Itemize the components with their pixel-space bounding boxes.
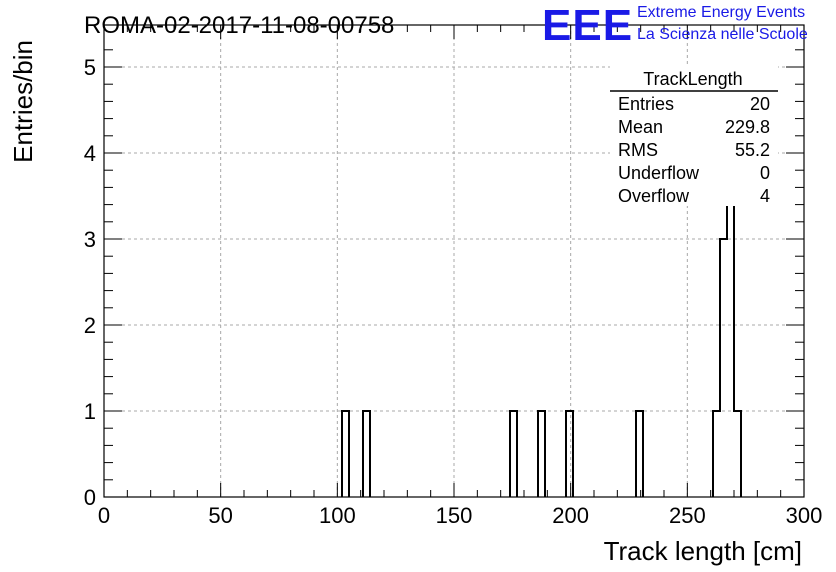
stats-row-value: 229.8 (725, 117, 770, 137)
x-tick-label: 100 (319, 503, 356, 528)
eee-logo-line1: Extreme Energy Events (637, 4, 805, 21)
x-tick-label: 150 (436, 503, 473, 528)
chart-title: ROMA-02-2017-11-08-00758 (84, 12, 394, 39)
histogram-bin (636, 411, 643, 497)
stats-box: TrackLength Entries 20 Mean 229.8 RMS 55.2 Und… (610, 66, 778, 206)
x-tick-label: 50 (208, 503, 232, 528)
histogram-bin (510, 411, 517, 497)
histogram-bin (566, 411, 573, 497)
eee-logo-line2: La Scienza nelle Scuole (637, 26, 808, 43)
histogram-bin (713, 411, 720, 497)
histogram-bin (720, 239, 727, 497)
grid-lines (104, 25, 804, 497)
histogram-bin (342, 411, 349, 497)
x-axis-ticks: 0 50 100 150 200 250 300 (98, 25, 822, 528)
y-tick-label: 0 (84, 485, 96, 510)
stats-row-label: Underflow (618, 163, 700, 183)
histogram-bin (363, 411, 370, 497)
stats-box-rows: Entries 20 Mean 229.8 RMS 55.2 Underflow 0 Overf… (618, 94, 770, 206)
stats-row-value: 20 (750, 94, 770, 114)
eee-logo: EEE Extreme Energy Events La Scienza nel… (542, 1, 808, 50)
histogram-bin (734, 411, 741, 497)
y-tick-label: 1 (84, 399, 96, 424)
stats-row-label: RMS (618, 140, 658, 160)
stats-row-label: Entries (618, 94, 674, 114)
y-tick-label: 4 (84, 141, 96, 166)
y-tick-label: 3 (84, 227, 96, 252)
y-axis-ticks: 0 1 2 3 4 5 (84, 49, 804, 510)
stats-box-title: TrackLength (643, 69, 742, 89)
x-tick-label: 250 (669, 503, 706, 528)
histogram-bin (538, 411, 545, 497)
histogram-series (341, 66, 742, 497)
eee-logo-mark: EEE (542, 1, 633, 50)
stats-row-value: 55.2 (735, 140, 770, 160)
x-tick-label: 200 (552, 503, 589, 528)
y-tick-label: 2 (84, 313, 96, 338)
x-axis-label: Track length [cm] (604, 536, 802, 566)
stats-row-label: Mean (618, 117, 663, 137)
y-tick-label: 5 (84, 55, 96, 80)
stats-row-label: Overflow (618, 186, 690, 206)
stats-box-background (610, 66, 778, 206)
x-tick-label: 0 (98, 503, 110, 528)
stats-row-value: 0 (760, 163, 770, 183)
y-axis-label: Entries/bin (8, 40, 38, 163)
stats-row-value: 4 (760, 186, 770, 206)
x-tick-label: 300 (786, 503, 823, 528)
